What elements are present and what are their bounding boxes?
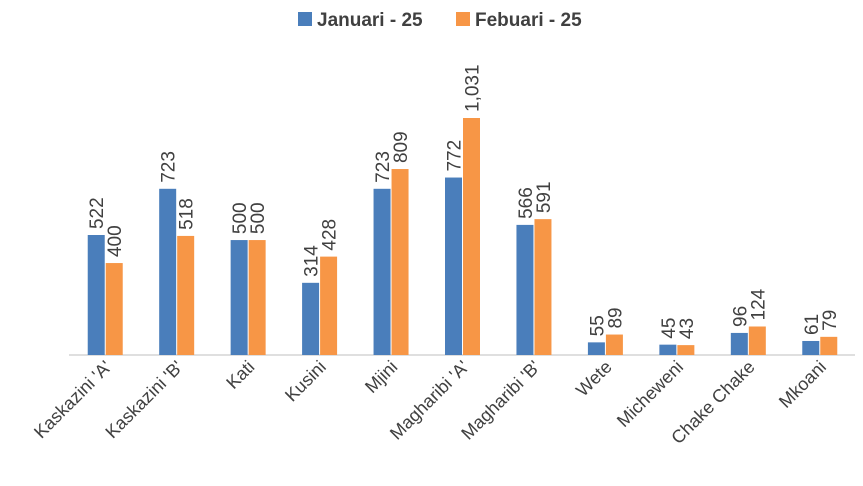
- value-label: 400: [105, 225, 126, 257]
- bar: [534, 219, 552, 355]
- value-label: 723: [159, 151, 180, 183]
- bar: [659, 344, 677, 355]
- x-tick-label: Mjini: [361, 357, 401, 397]
- legend-label: Febuari - 25: [475, 10, 582, 31]
- bar: [373, 188, 391, 355]
- bar: [320, 256, 338, 355]
- value-label: 809: [391, 131, 412, 163]
- value-label: 96: [730, 306, 751, 327]
- value-label: 772: [445, 140, 466, 172]
- bar: [516, 224, 534, 355]
- bar: [159, 188, 177, 355]
- bar: [730, 332, 748, 355]
- bar: [87, 235, 105, 355]
- value-label: 89: [605, 307, 626, 328]
- bar: [802, 340, 820, 355]
- value-label: 518: [177, 198, 198, 230]
- value-label: 61: [802, 314, 823, 335]
- x-tick-label: Wete: [572, 357, 616, 401]
- bar: [302, 282, 320, 355]
- bar: [177, 235, 195, 355]
- legend-swatch: [298, 12, 312, 26]
- x-tick-label: Kati: [222, 357, 258, 393]
- bar: [391, 169, 409, 355]
- bar: [820, 336, 838, 355]
- value-label: 522: [87, 197, 108, 229]
- value-label: 314: [302, 245, 323, 277]
- value-label: 45: [659, 318, 680, 339]
- x-tick-label: Kaskazini 'B': [102, 357, 188, 443]
- value-label: 55: [587, 315, 608, 336]
- value-label: 500: [230, 202, 251, 234]
- bar: [677, 345, 695, 355]
- bar: [463, 118, 480, 355]
- value-label: 124: [748, 288, 769, 320]
- value-label: 723: [373, 151, 394, 183]
- bar: [248, 240, 266, 355]
- value-label: 428: [320, 219, 341, 251]
- x-tick-label: Kusini: [281, 357, 330, 406]
- bar: [105, 263, 123, 355]
- value-label: 43: [677, 318, 698, 339]
- legend-label: Januari - 25: [317, 10, 423, 31]
- bar: [230, 240, 248, 355]
- x-tick-label: Micheweni: [613, 357, 687, 431]
- legend-swatch: [456, 12, 470, 26]
- x-tick-label: Mkoani: [775, 357, 830, 412]
- bar: [748, 326, 766, 355]
- bar: [587, 342, 605, 355]
- value-label: 79: [820, 310, 841, 331]
- bar: [445, 177, 462, 355]
- value-label: 591: [534, 181, 555, 213]
- value-label: 566: [516, 187, 537, 219]
- value-label: 1,031: [463, 64, 484, 112]
- value-label: 500: [248, 202, 269, 234]
- bar: [605, 334, 623, 355]
